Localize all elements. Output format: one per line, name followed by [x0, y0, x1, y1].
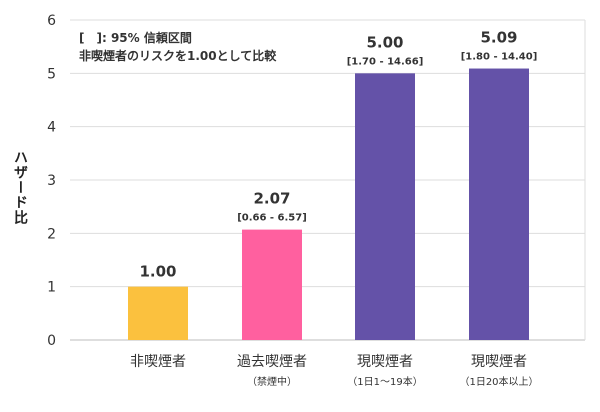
x-category-label: 現喫煙者: [471, 354, 527, 370]
x-axis-labels: 非喫煙者 過去喫煙者 （禁煙中） 現喫煙者 （1日1～19本） 現喫煙者 （1日20本以上）: [130, 354, 539, 388]
y-tick-label: 0: [47, 333, 56, 349]
bar: [128, 286, 188, 340]
bar-value-label: 5.09: [480, 29, 517, 47]
bar-value-label: 1.00: [139, 263, 176, 281]
y-axis-ticks: 0 1 2 3 4 5 6: [47, 13, 56, 349]
x-category-label: 過去喫煙者: [237, 354, 307, 370]
y-tick-label: 5: [47, 66, 56, 82]
y-tick-label: 4: [47, 120, 56, 136]
bar-ci-label: [1.70 - 14.66]: [347, 56, 424, 67]
y-tick-label: 3: [47, 173, 56, 189]
bar-ci-label: [0.66 - 6.57]: [237, 213, 307, 224]
bar: [469, 68, 529, 341]
x-category-sublabel: （禁煙中）: [247, 375, 297, 388]
bars: [128, 68, 529, 341]
bar-value-label: 5.00: [366, 33, 403, 51]
bar-ci-label: [1.80 - 14.40]: [461, 52, 538, 63]
note-line-comparison-basis: 非喫煙者のリスクを1.00として比較: [79, 49, 277, 63]
x-category-sublabel: （1日1～19本）: [347, 375, 422, 388]
chart-note: [ ]: 95% 信頼区間 非喫煙者のリスクを1.00として比較: [79, 29, 276, 65]
y-axis-label: ハザード比: [12, 150, 28, 225]
bar-value-label: 2.07: [253, 190, 290, 208]
y-tick-label: 2: [47, 226, 56, 242]
y-tick-label: 1: [47, 280, 56, 296]
x-category-sublabel: （1日20本以上）: [459, 375, 538, 388]
y-tick-label: 6: [47, 13, 56, 29]
bar: [355, 73, 415, 340]
bar-labels: 1.00 2.07 [0.66 - 6.57] 5.00 [1.70 - 14.66] 5…: [139, 29, 537, 281]
x-category-label: 非喫煙者: [130, 354, 186, 370]
x-category-label: 現喫煙者: [357, 354, 413, 370]
bar: [242, 229, 302, 340]
note-line-confidence-interval: [ ]: 95% 信頼区間: [79, 31, 192, 45]
